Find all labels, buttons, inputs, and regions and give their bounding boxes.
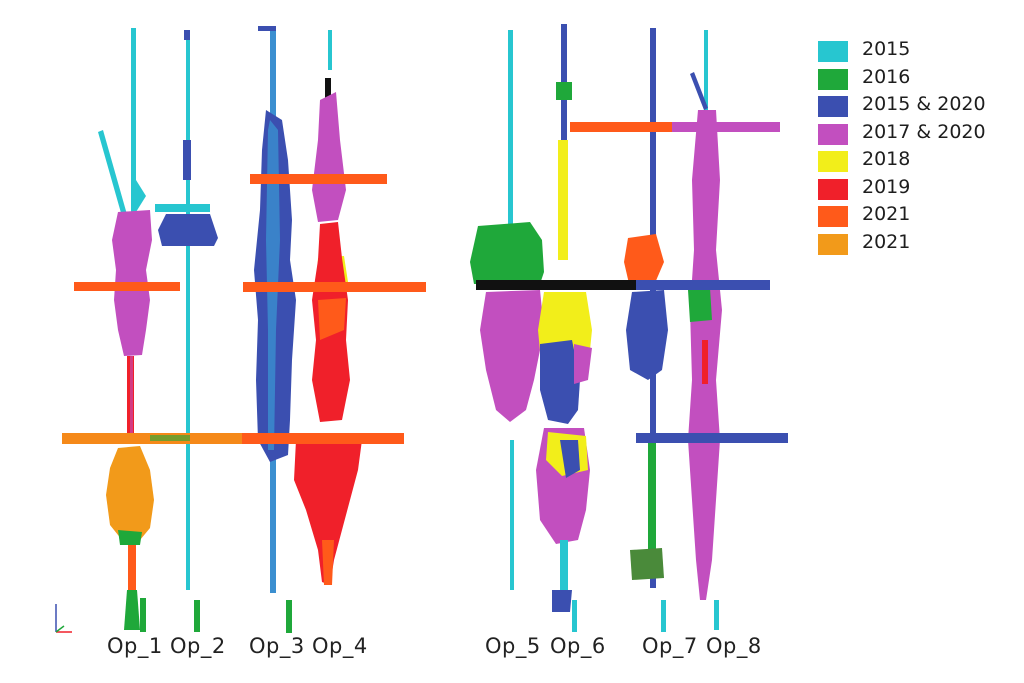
well-op2-marker <box>194 600 200 632</box>
legend-label: 2019 <box>862 175 911 198</box>
well-op6-yellow-pipe <box>558 140 568 260</box>
well-op1-green-edge <box>118 530 142 545</box>
legend-swatch <box>818 68 848 90</box>
well-label-op3: Op_3 <box>249 634 305 658</box>
legend-swatch <box>818 151 848 172</box>
well-label-op5: Op_5 <box>485 634 541 658</box>
well-op8-column <box>688 30 722 630</box>
legend-label: 2018 <box>862 148 911 170</box>
lateral-left-lower-green-fleck <box>150 435 190 441</box>
well-op3-marker <box>286 600 292 633</box>
well-op2-column <box>155 30 218 632</box>
well-op8-branch <box>690 72 708 110</box>
well-op2-pipe <box>186 30 190 590</box>
well-op1-upper-pipe <box>131 28 136 218</box>
legend-swatch <box>818 96 848 117</box>
lateral-right-mid-blue <box>636 280 770 290</box>
legend-label: 2021 <box>862 203 911 225</box>
well-op6-magenta-patch <box>574 344 592 384</box>
well-op4-orange-tip <box>322 540 334 585</box>
well-op2-teal-shelf <box>155 204 210 212</box>
legend-label: 2015 <box>862 38 911 60</box>
well-op6-green-collar <box>556 82 572 100</box>
lateral-op3-op4-top <box>250 174 387 184</box>
well-op6-blue-tip <box>552 590 572 612</box>
well-op7-green-pipe <box>648 440 656 550</box>
well-op6-blue-lower <box>560 440 580 478</box>
legend-swatch <box>818 123 848 145</box>
well-op2-blue-cap <box>184 30 190 40</box>
well-op1-diagonal-branch <box>98 130 130 227</box>
well-op8-red-segment <box>702 340 708 384</box>
well-op2-blue-segment <box>183 140 191 180</box>
well-label-op6: Op_6 <box>550 634 606 658</box>
legend-label: 2016 <box>862 65 911 88</box>
legend-swatch <box>818 206 848 227</box>
well-label-op2: Op_2 <box>170 634 226 658</box>
lateral-op3-op4-mid <box>243 282 426 292</box>
well-op6-marker <box>572 600 577 632</box>
well-op8-teal-pipe <box>704 30 708 120</box>
well-op4-magenta-upper <box>312 92 346 222</box>
lateral-op1-mid <box>74 282 180 291</box>
legend-label: 2021 <box>862 230 911 253</box>
well-op7-marker <box>661 600 666 632</box>
legend-swatch <box>818 233 848 255</box>
well-op6-lower-pipe <box>560 540 568 600</box>
legend-label: 2015 & 2020 <box>862 93 986 115</box>
well-op1-mid-pipe-overlay <box>130 356 133 436</box>
well-label-op7: Op_7 <box>642 634 698 658</box>
well-op7-orange-knot <box>624 234 664 290</box>
well-op4-orange-patches <box>318 298 346 340</box>
well-op7-column <box>624 28 668 632</box>
well-op8-green-patch <box>688 288 712 322</box>
well-op5-upper-pipe <box>508 30 513 230</box>
well-op3-column <box>254 26 296 633</box>
well-op1-column <box>98 28 154 632</box>
axis-triad-icon <box>55 604 72 633</box>
well-op1-marker <box>140 598 146 632</box>
well-label-op8: Op_8 <box>706 634 762 658</box>
well-op2-blue-body <box>158 214 218 246</box>
well-op7-olive-tip <box>630 548 664 580</box>
well-label-op4: Op_4 <box>312 634 368 658</box>
well-op4-black-stub <box>325 78 331 102</box>
lateral-op7-op8-top-magenta <box>672 122 780 132</box>
well-op6-blue-body <box>540 340 580 424</box>
well-op6-column <box>536 24 592 632</box>
lateral-right-lower <box>636 433 788 443</box>
well-op7-blue-body <box>626 290 668 380</box>
well-op5-green-body <box>470 222 544 284</box>
well-op8-marker <box>714 600 719 630</box>
well-op1-lower-pipe <box>128 545 136 590</box>
well-op5-column <box>470 30 544 590</box>
well-op1-teal-fin <box>136 180 146 212</box>
well-op5-lower-pipe <box>510 440 514 590</box>
legend-label: 2017 & 2020 <box>862 120 986 143</box>
well-op5-magenta-body <box>480 290 544 422</box>
well-label-op1: Op_1 <box>107 634 163 658</box>
well-op1-orange-body <box>106 446 154 540</box>
legend-swatch <box>818 41 848 62</box>
legend-swatch <box>818 178 848 200</box>
well-op4-teal-stub <box>328 30 332 70</box>
well-op1-green-tip <box>124 590 140 630</box>
lateral-right-mid-black <box>476 280 636 290</box>
well-op4-column <box>294 30 362 585</box>
well-op4-red-lower <box>294 440 362 585</box>
well-op3-top-cap <box>258 26 276 31</box>
